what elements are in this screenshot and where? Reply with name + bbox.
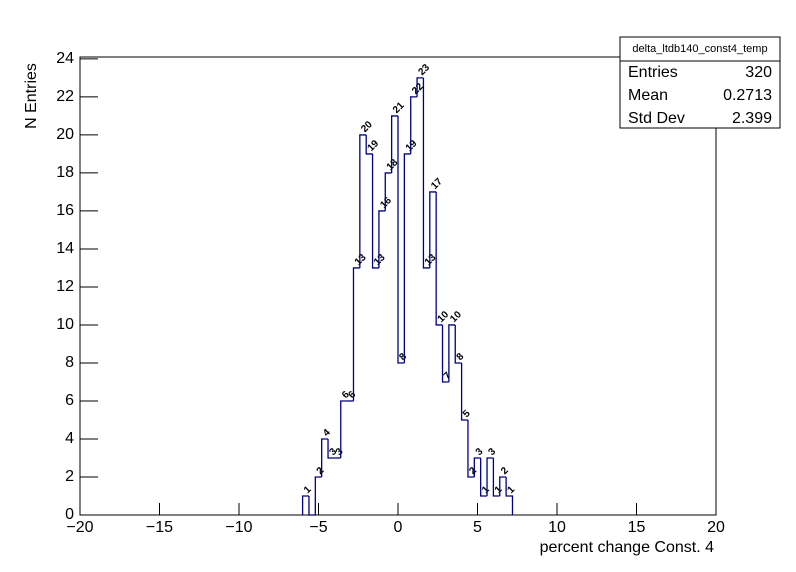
data-label: 19 bbox=[404, 138, 420, 154]
y-tick-label: 18 bbox=[56, 164, 74, 181]
histogram-bin bbox=[422, 77, 430, 269]
data-label: 1 bbox=[493, 484, 505, 496]
data-label: 10 bbox=[448, 309, 464, 325]
y-tick-label: 6 bbox=[65, 392, 74, 409]
histogram-bin bbox=[473, 457, 481, 477]
histogram-bin bbox=[480, 457, 488, 497]
y-tick-label: 24 bbox=[56, 50, 74, 67]
data-label: 5 bbox=[461, 408, 473, 420]
histogram-bin bbox=[397, 115, 405, 364]
y-axis-title: N Entries bbox=[23, 63, 40, 129]
stats-label: Mean bbox=[628, 87, 668, 104]
data-label: 2 bbox=[467, 465, 479, 477]
y-tick-label: 22 bbox=[56, 88, 74, 105]
histogram-bin bbox=[460, 362, 468, 421]
data-label: 13 bbox=[353, 252, 369, 268]
histogram-bin bbox=[410, 96, 418, 154]
x-tick-label: 20 bbox=[707, 519, 725, 536]
data-label: 8 bbox=[397, 351, 409, 363]
histogram-bin bbox=[454, 324, 462, 364]
stats-label: Entries bbox=[628, 64, 678, 81]
x-tick-label: 15 bbox=[628, 519, 646, 536]
x-axis-title: percent change Const. 4 bbox=[540, 539, 714, 556]
data-label: 13 bbox=[372, 252, 388, 268]
histogram-bin bbox=[359, 134, 367, 268]
data-label: 21 bbox=[391, 100, 407, 116]
histogram-bin bbox=[435, 191, 443, 326]
data-label: 23 bbox=[416, 62, 432, 78]
x-tick-label: −15 bbox=[146, 519, 173, 536]
y-tick-label: 2 bbox=[65, 468, 74, 485]
y-tick-label: 20 bbox=[56, 126, 74, 143]
x-tick-label: −20 bbox=[66, 519, 93, 536]
data-label: 1 bbox=[506, 484, 518, 496]
y-tick-label: 0 bbox=[65, 506, 74, 523]
data-label: 17 bbox=[429, 176, 445, 192]
y-tick-label: 8 bbox=[65, 354, 74, 371]
x-tick-label: 5 bbox=[473, 519, 482, 536]
y-tick-label: 10 bbox=[56, 316, 74, 333]
y-tick-label: 14 bbox=[56, 240, 74, 257]
histogram-bin bbox=[314, 476, 322, 515]
data-label: 3 bbox=[474, 446, 486, 458]
y-tick-label: 4 bbox=[65, 430, 74, 447]
histogram-bin bbox=[352, 267, 360, 401]
histogram-bin bbox=[492, 457, 500, 497]
histogram-bin bbox=[308, 495, 316, 516]
data-label: 7 bbox=[442, 370, 454, 382]
histogram-bin bbox=[505, 476, 514, 515]
stats-title: delta_ltdb140_const4_temp bbox=[632, 43, 767, 55]
histogram-bin bbox=[441, 324, 449, 383]
histogram-bin bbox=[499, 476, 507, 496]
stats-value: 2.399 bbox=[732, 110, 772, 127]
histogram-bin bbox=[327, 438, 335, 459]
stats-label: Std Dev bbox=[628, 110, 685, 127]
histogram-bin bbox=[301, 495, 309, 515]
data-label: 4 bbox=[321, 427, 333, 439]
data-label: 1 bbox=[302, 484, 314, 496]
x-tick-label: −10 bbox=[225, 519, 252, 536]
histogram-bin bbox=[403, 153, 411, 363]
stats-box bbox=[619, 36, 781, 129]
stats-value: 0.2713 bbox=[723, 87, 772, 104]
histogram-bin bbox=[371, 153, 379, 269]
data-label: 8 bbox=[455, 351, 467, 363]
data-label: 3 bbox=[486, 446, 498, 458]
x-tick-label: 10 bbox=[548, 519, 566, 536]
histogram-bin bbox=[378, 210, 386, 268]
x-tick-label: 0 bbox=[394, 519, 403, 536]
histogram-bin bbox=[365, 134, 373, 155]
histogram-bin bbox=[384, 172, 392, 211]
x-tick-label: −5 bbox=[309, 519, 327, 536]
data-label: 16 bbox=[378, 195, 394, 211]
data-label: 2 bbox=[499, 465, 511, 477]
stats-value: 320 bbox=[745, 64, 772, 81]
data-label: 2 bbox=[315, 465, 327, 477]
histogram-bin bbox=[390, 115, 398, 173]
y-tick-label: 12 bbox=[56, 278, 74, 295]
histogram-bin bbox=[340, 400, 348, 458]
histogram-bin bbox=[429, 191, 437, 268]
y-tick-label: 16 bbox=[56, 202, 74, 219]
data-label: 19 bbox=[366, 138, 382, 154]
histogram-bin bbox=[416, 77, 424, 97]
histogram-bin bbox=[486, 457, 494, 496]
histogram-bin bbox=[448, 324, 456, 382]
histogram-bin bbox=[321, 438, 329, 477]
data-label: 1 bbox=[480, 484, 492, 496]
histogram-bin bbox=[467, 419, 475, 478]
data-label: 20 bbox=[359, 119, 375, 135]
